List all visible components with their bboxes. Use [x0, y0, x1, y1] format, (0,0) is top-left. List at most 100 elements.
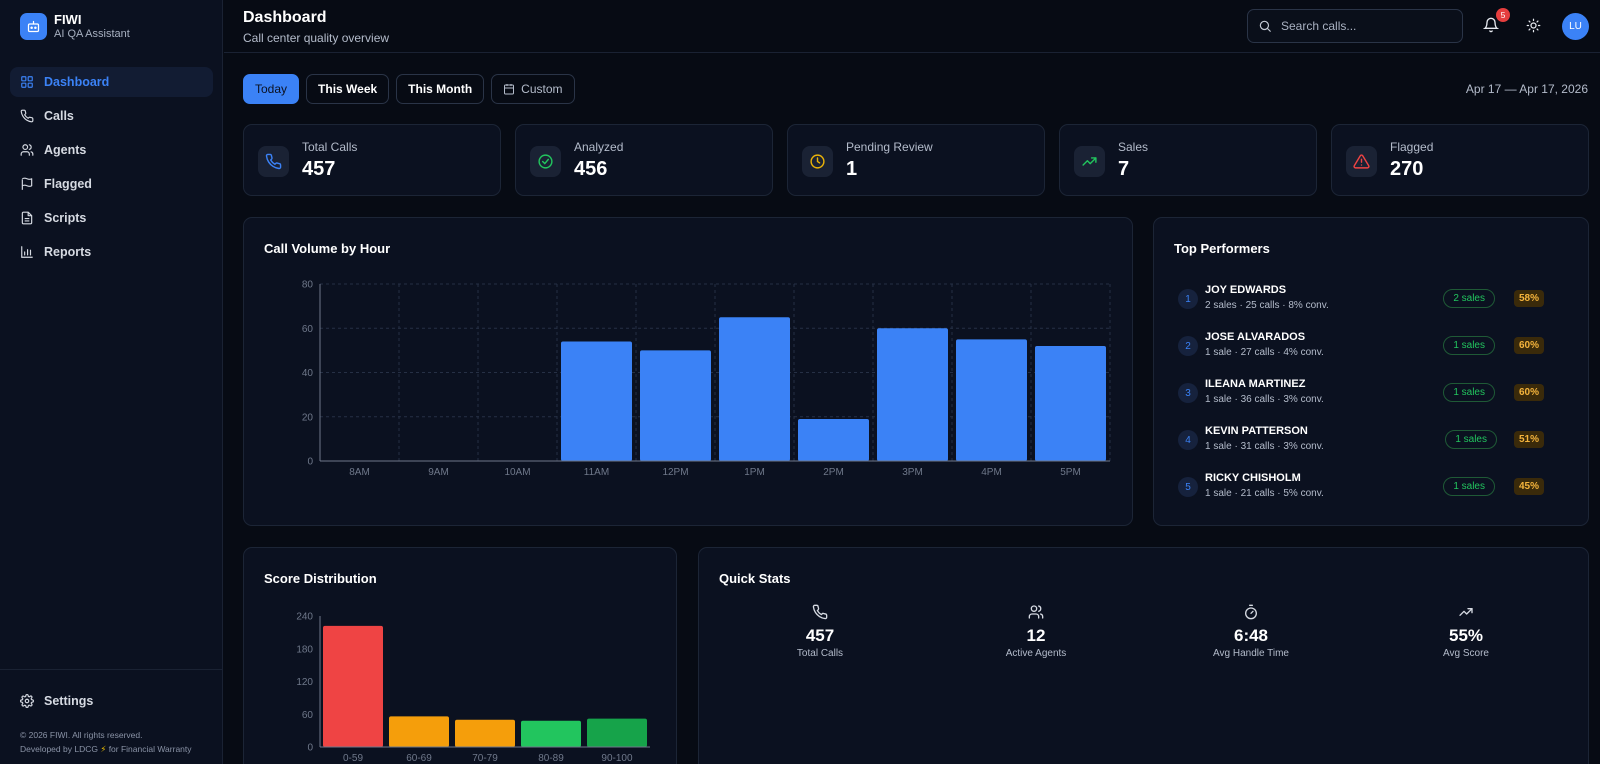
quick-stat-active-agents: 12 Active Agents	[936, 604, 1136, 659]
stat-card-total-calls: Total Calls 457	[243, 124, 501, 196]
y-tick-label: 60	[302, 710, 314, 721]
sidebar-item-reports[interactable]: Reports	[10, 237, 213, 267]
page-title: Dashboard	[243, 9, 327, 26]
x-tick-label: 4PM	[981, 467, 1002, 478]
phone-icon	[812, 604, 828, 620]
performer-rank: 2	[1178, 336, 1198, 356]
y-tick-label: 240	[296, 612, 313, 623]
stat-card-flagged: Flagged 270	[1331, 124, 1589, 196]
filter-custom-label: Custom	[521, 82, 563, 96]
performer-row[interactable]: 4 KEVIN PATTERSON 1 sale · 31 calls · 3%…	[1174, 425, 1544, 459]
bar-chart-icon	[20, 245, 34, 259]
filter-today-button[interactable]: Today	[243, 74, 300, 104]
sidebar-item-calls[interactable]: Calls	[10, 101, 213, 131]
quick-stat-label: Active Agents	[1005, 648, 1067, 659]
sidebar-item-label: Flagged	[44, 177, 92, 191]
sun-icon[interactable]	[1526, 18, 1541, 33]
phone-icon	[258, 146, 289, 177]
y-tick-label: 0	[307, 743, 313, 754]
quick-stat-label: Avg Score	[1443, 648, 1489, 659]
sidebar-item-flagged[interactable]: Flagged	[10, 169, 213, 199]
sidebar-item-label: Scripts	[44, 211, 87, 225]
gear-icon	[20, 694, 34, 708]
sidebar-item-label: Reports	[44, 245, 92, 259]
filter-this-month-button[interactable]: This Month	[396, 74, 485, 104]
notification-badge: 5	[1496, 8, 1510, 22]
performer-score-badge: 60%	[1513, 337, 1544, 354]
sidebar-item-label: Agents	[44, 143, 87, 157]
x-tick-label: 10AM	[504, 467, 530, 478]
stat-value: 1	[846, 158, 858, 180]
sidebar-nav: Dashboard Calls Agents Flagged Scripts R…	[10, 67, 213, 271]
quick-stat-value: 6:48	[1233, 626, 1269, 645]
x-tick-label: 60-69	[406, 753, 432, 764]
performer-row[interactable]: 1 JOY EDWARDS 2 sales · 25 calls · 8% co…	[1174, 284, 1544, 318]
bar	[877, 328, 948, 461]
bar	[389, 716, 449, 747]
performer-name: KEVIN PATTERSON	[1205, 425, 1308, 437]
quick-stat-value: 55%	[1448, 626, 1484, 645]
y-tick-label: 0	[307, 457, 313, 468]
stat-value: 457	[302, 158, 336, 180]
performer-row[interactable]: 5 RICKY CHISHOLM 1 sale · 21 calls · 5% …	[1174, 472, 1544, 506]
call-volume-title: Call Volume by Hour	[264, 241, 391, 256]
score-distribution-card: Score Distribution 0 60 120 180 240 0-59 60-69…	[243, 547, 677, 764]
quick-stat-label: Total Calls	[796, 648, 844, 659]
x-tick-label: 11AM	[584, 467, 609, 478]
stat-label: Pending Review	[846, 140, 933, 154]
bar	[719, 317, 790, 461]
brand-name: FIWI	[54, 12, 82, 27]
bar	[587, 718, 647, 747]
performer-sales-badge: 1 sales	[1445, 430, 1497, 449]
quick-stat-label: Avg Handle Time	[1213, 648, 1289, 659]
x-tick-label: 2PM	[823, 467, 844, 478]
performer-row[interactable]: 3 ILEANA MARTINEZ 1 sale · 36 calls · 3%…	[1174, 378, 1544, 412]
sidebar-item-scripts[interactable]: Scripts	[10, 203, 213, 233]
quick-stat-avg-handle-time: 6:48 Avg Handle Time	[1151, 604, 1351, 659]
sidebar-item-agents[interactable]: Agents	[10, 135, 213, 165]
performer-score-badge: 60%	[1513, 384, 1544, 401]
performer-sales-badge: 2 sales	[1443, 289, 1495, 308]
performer-meta: 1 sale · 36 calls · 3% conv.	[1205, 394, 1324, 405]
sidebar-item-dashboard[interactable]: Dashboard	[10, 67, 213, 97]
performer-rank: 1	[1178, 289, 1198, 309]
sidebar-divider	[0, 669, 223, 670]
quick-stat-total-calls: 457 Total Calls	[720, 604, 920, 659]
stat-label: Analyzed	[574, 140, 624, 154]
search-input[interactable]	[1281, 19, 1451, 33]
x-tick-label: 90-100	[601, 753, 633, 764]
score-distribution-chart: 0 60 120 180 240 0-59 60-69 70-79 80-89 90-100	[296, 612, 650, 764]
stat-card-sales: Sales 7	[1059, 124, 1317, 196]
sidebar-item-settings[interactable]: Settings	[10, 686, 213, 716]
performer-score-badge: 51%	[1513, 431, 1544, 448]
bell-icon[interactable]	[1483, 17, 1499, 33]
performer-row[interactable]: 2 JOSE ALVARADOS 1 sale · 27 calls · 4% …	[1174, 331, 1544, 365]
flag-icon	[20, 177, 34, 191]
date-range-label: Apr 17 — Apr 17, 2026	[1465, 82, 1588, 96]
filter-custom-button[interactable]: Custom	[491, 74, 575, 104]
y-tick-label: 120	[296, 677, 313, 688]
bar	[323, 625, 383, 747]
bar	[640, 350, 711, 461]
y-tick-label: 20	[302, 412, 314, 423]
search-box	[1247, 9, 1463, 43]
search-icon	[1259, 20, 1271, 32]
footer-copyright: © 2026 FIWI. All rights reserved.	[20, 730, 143, 740]
performer-meta: 1 sale · 21 calls · 5% conv.	[1205, 488, 1324, 499]
clock-icon	[802, 146, 833, 177]
top-performers-card: Top Performers 1 JOY EDWARDS 2 sales · 2…	[1153, 217, 1589, 526]
filter-this-week-button[interactable]: This Week	[306, 74, 390, 104]
y-tick-label: 40	[302, 368, 314, 379]
x-tick-label: 8AM	[349, 467, 370, 478]
date-filter-group: Today This Week This Month Custom	[243, 74, 582, 104]
performer-rank: 5	[1178, 477, 1198, 497]
bolt-icon: ⚡	[100, 744, 107, 754]
quick-stat-value: 12	[1026, 626, 1046, 645]
stat-card-pending-review: Pending Review 1	[787, 124, 1045, 196]
x-tick-label: 9AM	[428, 467, 449, 478]
sidebar-item-label: Dashboard	[44, 75, 110, 89]
performer-meta: 1 sale · 31 calls · 3% conv.	[1205, 441, 1324, 452]
stat-label: Flagged	[1390, 140, 1434, 154]
avatar[interactable]: LU	[1562, 13, 1589, 40]
trending-up-icon	[1459, 608, 1473, 616]
